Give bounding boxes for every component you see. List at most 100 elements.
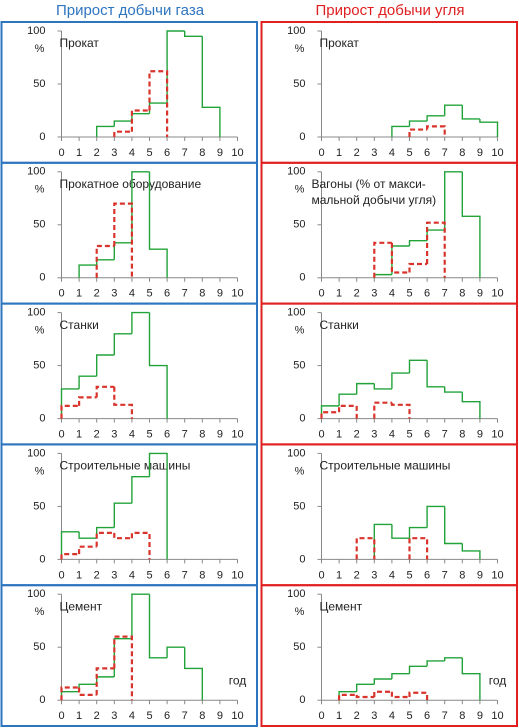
panel-title: Прокат <box>320 36 360 50</box>
y-tick-label: 0 <box>299 694 305 706</box>
x-tick-label: 0 <box>58 710 64 722</box>
y-tick-label: 50 <box>293 78 305 90</box>
step-bin <box>461 392 481 419</box>
step-bin <box>184 647 203 701</box>
panel-title: мальной добычи угля) <box>312 193 437 207</box>
x-tick-label: 8 <box>199 710 205 722</box>
step-bin <box>96 354 115 377</box>
y-tick-label: 50 <box>293 500 305 512</box>
step-bin <box>131 112 150 122</box>
panel-border <box>260 584 518 728</box>
step-bin <box>426 115 445 122</box>
y-tick-label: 0 <box>39 553 45 565</box>
x-tick-label: 0 <box>58 147 64 159</box>
step-bin <box>461 543 481 560</box>
y-axis-label: % <box>295 184 305 196</box>
x-tick-label: 2 <box>354 147 360 159</box>
step-bin <box>338 393 357 406</box>
step-bin <box>408 128 428 137</box>
x-tick-label: 10 <box>491 288 503 300</box>
x-tick-label: 7 <box>442 147 448 159</box>
step-bin <box>148 594 168 659</box>
step-bin <box>96 259 115 266</box>
step-bin <box>148 70 169 137</box>
x-tick-label: 8 <box>459 429 465 441</box>
step-bin <box>356 683 375 692</box>
step-bin <box>373 690 392 698</box>
x-tick-label: 2 <box>94 147 100 159</box>
x-tick-label: 10 <box>491 710 503 722</box>
x-tick-label: 8 <box>459 569 465 581</box>
step-bin <box>338 693 357 701</box>
x-tick-label: 6 <box>424 569 430 581</box>
y-axis-label: % <box>295 606 305 618</box>
step-bin <box>426 221 446 278</box>
step-bin <box>391 524 410 539</box>
step-bin <box>60 686 80 701</box>
x-tick-label: 3 <box>371 147 377 159</box>
x-tick-label: 6 <box>424 710 430 722</box>
x-tick-label: 1 <box>76 288 82 300</box>
y-tick-label: 100 <box>27 307 45 319</box>
step-bin <box>60 531 80 560</box>
step-bin <box>426 505 445 528</box>
step-bin <box>390 691 410 699</box>
y-tick-label: 100 <box>287 447 305 459</box>
step-bin <box>201 36 221 137</box>
x-tick-label: 2 <box>94 429 100 441</box>
step-bin <box>166 646 185 658</box>
step-bin <box>130 109 150 132</box>
x-tick-label: 8 <box>459 288 465 300</box>
x-tick-label: 2 <box>94 569 100 581</box>
step-bin <box>461 105 480 120</box>
step-bin <box>390 402 411 419</box>
x-tick-label: 4 <box>389 429 395 441</box>
y-axis-label: % <box>35 184 45 196</box>
step-bin <box>355 694 375 699</box>
x-tick-label: 10 <box>231 710 243 722</box>
x-tick-label: 4 <box>129 569 135 581</box>
x-tick-label: 5 <box>406 710 412 722</box>
y-axis-label: % <box>295 325 305 337</box>
x-tick-label: 1 <box>336 147 342 159</box>
x-tick-label: 2 <box>354 429 360 441</box>
column-title: Прирост добычи газа <box>56 2 205 19</box>
x-tick-label: 1 <box>336 710 342 722</box>
step-bin <box>113 130 132 137</box>
step-bin <box>444 657 463 661</box>
x-tick-label: 5 <box>406 288 412 300</box>
step-bin <box>408 665 428 674</box>
x-tick-label: 5 <box>146 429 152 441</box>
x-tick-label: 2 <box>354 569 360 581</box>
y-tick-label: 0 <box>299 553 305 565</box>
step-bin <box>444 171 463 231</box>
x-tick-label: 6 <box>164 147 170 159</box>
step-bin <box>95 531 115 547</box>
y-axis-label: % <box>295 43 305 55</box>
step-bin <box>184 31 203 37</box>
panel-title: Цемент <box>60 599 103 613</box>
y-axis-label: % <box>35 43 45 55</box>
y-tick-label: 100 <box>287 25 305 37</box>
step-bin <box>391 673 410 679</box>
x-tick-label: 9 <box>477 569 483 581</box>
step-bin <box>113 635 133 701</box>
y-tick-label: 100 <box>27 588 45 600</box>
y-tick-label: 50 <box>33 219 45 231</box>
x-tick-label: 5 <box>406 147 412 159</box>
step-bin <box>130 531 151 560</box>
step-bin <box>148 312 168 419</box>
panel-title: Цемент <box>320 599 363 613</box>
step-bin <box>113 502 132 528</box>
y-tick-label: 50 <box>293 219 305 231</box>
x-tick-label: 6 <box>164 429 170 441</box>
step-bin <box>60 404 80 419</box>
x-tick-label: 3 <box>111 569 117 581</box>
y-tick-label: 0 <box>39 131 45 143</box>
x-tick-label: 9 <box>477 288 483 300</box>
step-bin <box>426 125 446 137</box>
x-tick-label: 3 <box>111 288 117 300</box>
x-tick-label: 4 <box>129 429 135 441</box>
panel-title: Строительные машины <box>320 459 451 473</box>
step-bin <box>373 523 392 560</box>
